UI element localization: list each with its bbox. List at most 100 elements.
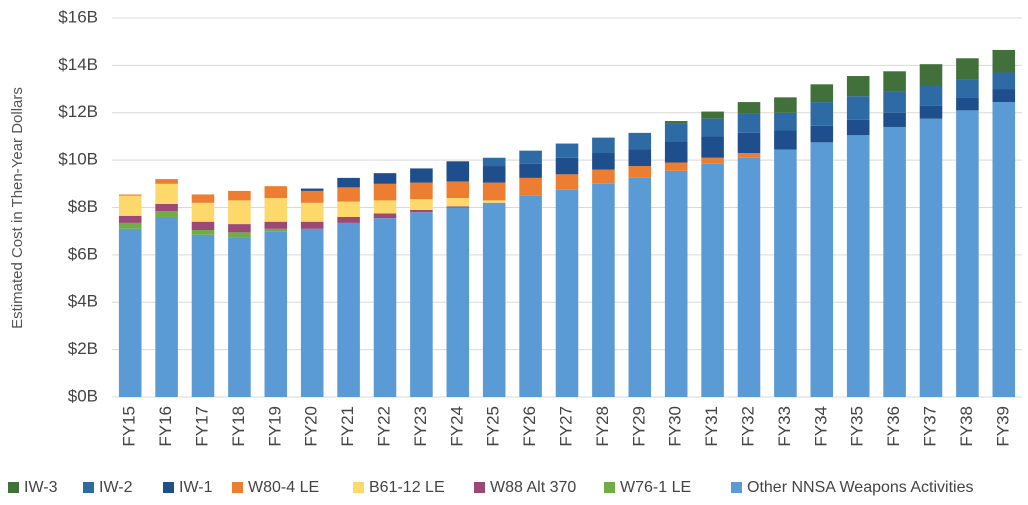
bar-segment bbox=[664, 170, 688, 397]
bar-segment bbox=[555, 143, 579, 158]
bar-segment bbox=[664, 121, 688, 124]
bar-segment bbox=[228, 190, 251, 201]
x-tick-label: FY25 bbox=[484, 406, 503, 447]
x-tick-label: FY35 bbox=[848, 406, 867, 447]
legend-swatch bbox=[8, 482, 19, 493]
bar-segment bbox=[300, 190, 324, 203]
bar-segment bbox=[592, 183, 615, 397]
bar-segment bbox=[373, 173, 397, 184]
bar-segment bbox=[774, 112, 797, 131]
x-tick-label: FY39 bbox=[993, 406, 1012, 447]
bar-segment bbox=[919, 118, 943, 397]
y-tick-label: $12B bbox=[58, 102, 98, 121]
bar-segment bbox=[118, 222, 142, 229]
bar-segment bbox=[664, 123, 688, 142]
x-tick-label: FY30 bbox=[666, 406, 685, 447]
bar-segment bbox=[992, 72, 1016, 90]
bar-segment bbox=[191, 234, 215, 397]
bar-segment bbox=[300, 221, 324, 229]
x-tick-label: FY21 bbox=[338, 406, 357, 447]
bar-segment bbox=[701, 157, 724, 164]
bar-segment bbox=[737, 132, 761, 154]
bar-segment bbox=[118, 194, 142, 196]
legend-swatch bbox=[474, 482, 485, 493]
bar-segment bbox=[482, 200, 506, 203]
bar-segment bbox=[264, 198, 288, 222]
x-tick-label: FY20 bbox=[302, 406, 321, 447]
bar-segment bbox=[228, 200, 251, 225]
bar-segment bbox=[191, 221, 215, 231]
bar-segment bbox=[883, 71, 906, 92]
bar-segment bbox=[810, 102, 834, 126]
bar-segment bbox=[555, 157, 579, 175]
bar-segment bbox=[155, 183, 178, 204]
bar-segment bbox=[191, 202, 215, 222]
bar-segment bbox=[701, 136, 724, 158]
x-tick-label: FY16 bbox=[156, 406, 175, 447]
bar-segment bbox=[228, 224, 251, 233]
x-tick-label: FY23 bbox=[411, 406, 430, 447]
bar-segment bbox=[337, 177, 360, 188]
x-tick-label: FY19 bbox=[265, 406, 284, 447]
bar-segment bbox=[883, 91, 906, 113]
x-tick-label: FY22 bbox=[374, 406, 393, 447]
bar-segment bbox=[737, 153, 761, 158]
bar-segment bbox=[592, 153, 615, 170]
x-tick-label: FY34 bbox=[811, 406, 830, 447]
legend-swatch bbox=[163, 482, 174, 493]
x-tick-label: FY24 bbox=[447, 406, 466, 447]
bar-segment bbox=[337, 222, 360, 397]
bar-segment bbox=[519, 163, 542, 178]
bar-segment bbox=[846, 76, 870, 97]
y-tick-label: $0B bbox=[68, 386, 98, 405]
bar-segment bbox=[956, 58, 979, 80]
bar-segment bbox=[264, 186, 288, 199]
x-tick-label: FY29 bbox=[629, 406, 648, 447]
bar-segment bbox=[373, 218, 397, 397]
bar-segment bbox=[628, 132, 652, 150]
bar-segment bbox=[264, 228, 288, 232]
bar-segment bbox=[737, 113, 761, 133]
bar-segment bbox=[737, 102, 761, 114]
bar-segment bbox=[373, 213, 397, 219]
legend-swatch bbox=[604, 482, 615, 493]
bar-segment bbox=[846, 96, 870, 120]
bar-segment bbox=[482, 166, 506, 183]
bar-segment bbox=[264, 221, 288, 229]
bar-segment bbox=[956, 110, 979, 397]
bar-segment bbox=[482, 202, 506, 397]
bar-segment bbox=[628, 177, 652, 397]
bar-segment bbox=[228, 237, 251, 397]
bar-segment bbox=[300, 188, 324, 191]
bar-segment bbox=[701, 163, 724, 397]
x-tick-label: FY17 bbox=[192, 406, 211, 447]
x-tick-label: FY36 bbox=[884, 406, 903, 447]
bar-segment bbox=[155, 203, 178, 212]
bar-segment bbox=[410, 199, 433, 210]
bar-segment bbox=[155, 179, 178, 184]
bar-segment bbox=[919, 64, 943, 86]
x-tick-label: FY18 bbox=[229, 406, 248, 447]
x-tick-label: FY27 bbox=[556, 406, 575, 447]
bar-segment bbox=[592, 169, 615, 184]
bar-segment bbox=[446, 206, 470, 208]
bar-segment bbox=[919, 105, 943, 119]
y-tick-label: $14B bbox=[58, 55, 98, 74]
x-tick-label: FY33 bbox=[775, 406, 794, 447]
bar-segment bbox=[337, 216, 360, 223]
bar-segment bbox=[191, 230, 215, 235]
bar-segment bbox=[628, 166, 652, 178]
bar-segment bbox=[555, 189, 579, 397]
legend-label: B61-12 LE bbox=[369, 479, 445, 496]
bar-segment bbox=[628, 149, 652, 167]
bar-segment bbox=[919, 85, 943, 106]
bar-segment bbox=[410, 168, 433, 183]
x-tick-label: FY38 bbox=[957, 406, 976, 447]
bar-segment bbox=[155, 216, 178, 397]
x-tick-label: FY32 bbox=[738, 406, 757, 447]
bar-segment bbox=[774, 97, 797, 113]
legend-label: Other NNSA Weapons Activities bbox=[747, 479, 973, 496]
bar-segment bbox=[810, 125, 834, 143]
bar-segment bbox=[300, 228, 324, 397]
